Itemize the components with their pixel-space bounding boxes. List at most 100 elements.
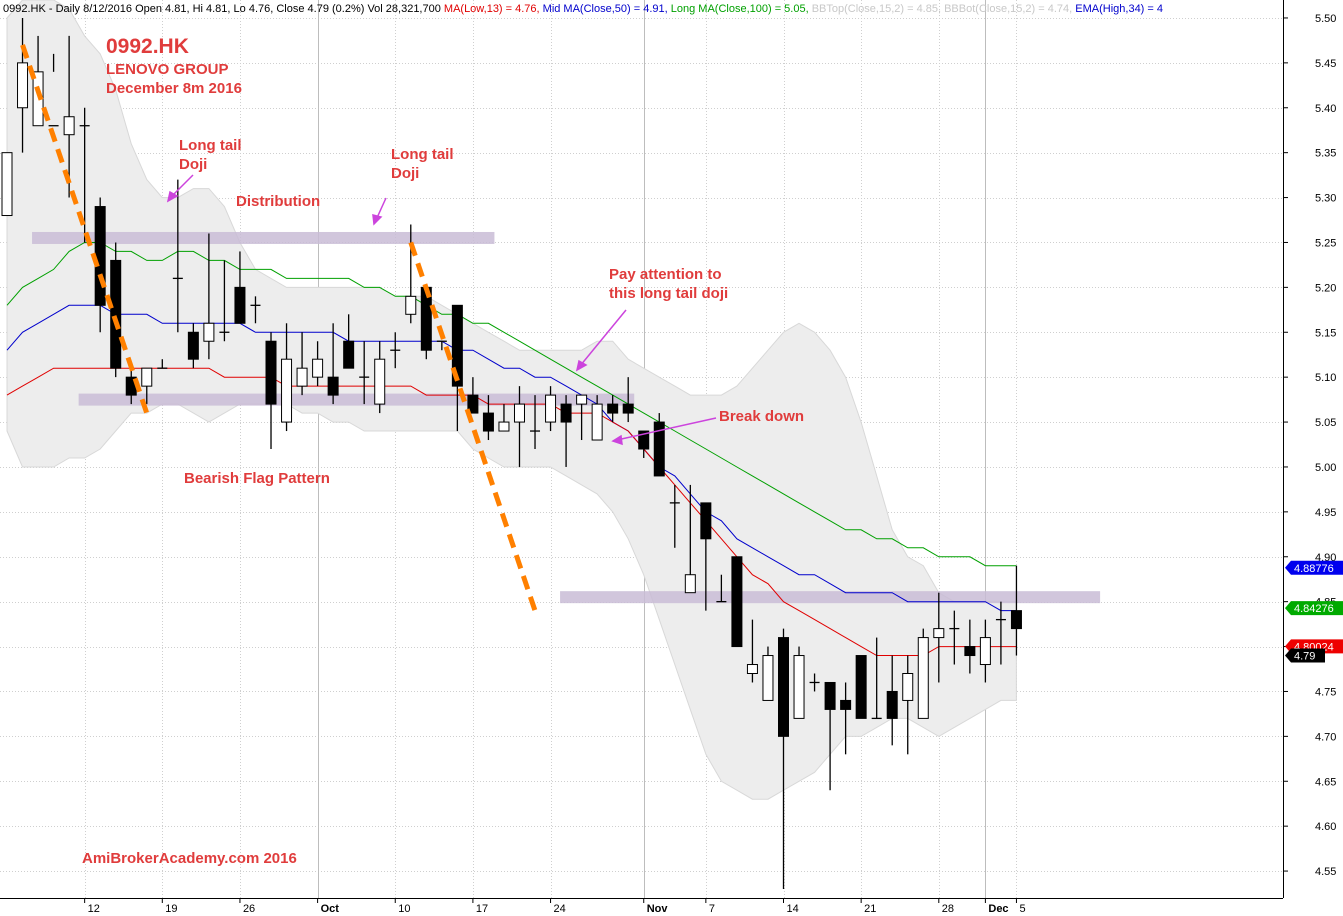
candle-31 bbox=[482, 395, 494, 441]
candle-body-21 bbox=[327, 376, 339, 396]
candle-body-19 bbox=[296, 367, 308, 387]
candle-19 bbox=[296, 332, 308, 396]
bearish-flag-label: Bearish Flag Pattern bbox=[184, 470, 330, 487]
candle-18 bbox=[281, 323, 293, 432]
candle-body-1 bbox=[17, 62, 29, 109]
candle-body-65 bbox=[1010, 610, 1022, 630]
candle-38 bbox=[591, 395, 603, 441]
arrow-doji-1-head bbox=[166, 190, 179, 203]
candle-22 bbox=[343, 314, 355, 369]
candle-body-39 bbox=[607, 403, 619, 414]
candle-44 bbox=[684, 484, 696, 594]
candle-5 bbox=[79, 107, 90, 243]
candle-25 bbox=[390, 332, 401, 369]
candle-body-45 bbox=[700, 502, 712, 540]
candle-16 bbox=[250, 296, 261, 324]
price-tag-box-3 bbox=[1285, 648, 1325, 663]
candle-body-24 bbox=[374, 358, 386, 405]
price-tag-label-3: 4.79 bbox=[1294, 651, 1315, 663]
candle-body-29 bbox=[451, 304, 463, 387]
candle-9 bbox=[141, 367, 153, 405]
y-tick-label-16: 4.70 bbox=[1315, 731, 1336, 743]
candle-body-13 bbox=[203, 322, 215, 342]
candle-body-30 bbox=[467, 394, 479, 414]
candle-49 bbox=[762, 646, 774, 701]
candle-21 bbox=[327, 323, 339, 405]
candle-3 bbox=[48, 53, 59, 127]
y-tick-label-3: 5.35 bbox=[1315, 148, 1336, 160]
x-tick-label-11: 28 bbox=[942, 903, 954, 915]
x-tick-label-12: Dec bbox=[988, 903, 1008, 915]
candle-body-57 bbox=[886, 690, 898, 719]
candle-46 bbox=[716, 574, 727, 603]
company-name: LENOVO GROUP bbox=[106, 61, 229, 78]
candle-36 bbox=[560, 395, 572, 467]
candle-body-37 bbox=[576, 394, 588, 405]
candle-33 bbox=[513, 386, 525, 467]
x-tick-label-0: 12 bbox=[88, 903, 100, 915]
candle-body-35 bbox=[545, 394, 557, 423]
annotation-date: December 8m 2016 bbox=[106, 80, 242, 97]
x-tick-label-5: 17 bbox=[476, 903, 488, 915]
header-segment-6: EMA(High,34) = 4 bbox=[1075, 3, 1163, 15]
long-tail-doji-2-line2: Doji bbox=[391, 165, 419, 182]
candle-54 bbox=[840, 682, 852, 755]
candle-body-59 bbox=[917, 637, 929, 719]
candle-body-48 bbox=[746, 664, 758, 675]
ticker-title: 0992.HK bbox=[106, 35, 189, 58]
header-segment-3: Long MA(Close,100) = 5.05, bbox=[671, 3, 812, 15]
candle-51 bbox=[793, 646, 805, 719]
candle-body-53 bbox=[824, 681, 836, 710]
candle-58 bbox=[902, 655, 914, 755]
y-tick-label-2: 5.40 bbox=[1315, 103, 1336, 115]
candle-41 bbox=[638, 430, 650, 458]
ma-low-13-line bbox=[6, 367, 1017, 656]
candle-60 bbox=[933, 592, 945, 683]
candle-55 bbox=[855, 655, 867, 719]
candle-body-36 bbox=[560, 403, 572, 423]
candle-63 bbox=[979, 619, 991, 683]
support-band-2 bbox=[560, 591, 1101, 604]
pay-attention-line1: Pay attention to bbox=[609, 266, 722, 283]
candle-0 bbox=[1, 152, 13, 217]
arrow-break-down-head bbox=[611, 434, 623, 446]
candle-17 bbox=[265, 332, 277, 449]
candle-1 bbox=[17, 17, 29, 153]
candle-26 bbox=[405, 224, 417, 324]
candle-body-0 bbox=[1, 152, 13, 217]
candle-body-12 bbox=[187, 331, 199, 360]
candle-30 bbox=[467, 377, 479, 414]
candle-29 bbox=[451, 304, 463, 432]
y-tick-label-7: 5.15 bbox=[1315, 327, 1336, 339]
price-tag-0: 4.88776 bbox=[1285, 560, 1343, 575]
arrow-pay-attention-head bbox=[575, 359, 588, 372]
candle-7 bbox=[110, 242, 122, 378]
y-tick-label-9: 5.05 bbox=[1315, 417, 1336, 429]
x-tick-label-9: 14 bbox=[787, 903, 799, 915]
candle-47 bbox=[731, 556, 743, 648]
chart-header: 0992.HK - Daily 8/12/2016 Open 4.81, Hi … bbox=[3, 3, 1163, 15]
break-down-label: Break down bbox=[719, 408, 804, 425]
candle-body-44 bbox=[684, 574, 696, 594]
candle-body-40 bbox=[622, 403, 634, 414]
ma-close-100-line bbox=[6, 242, 1017, 567]
candle-53 bbox=[824, 681, 836, 791]
candle-23 bbox=[359, 341, 370, 405]
candle-20 bbox=[312, 341, 324, 387]
candle-37 bbox=[576, 394, 588, 441]
candle-body-42 bbox=[653, 421, 665, 477]
candle-27 bbox=[420, 286, 432, 360]
arrow-pay-attention bbox=[579, 309, 627, 367]
header-segment-5: BBBot(Close,15,2) = 4.74, bbox=[944, 3, 1075, 15]
candle-body-7 bbox=[110, 259, 122, 369]
price-tag-3: 4.79 bbox=[1285, 648, 1325, 663]
candle-11 bbox=[172, 179, 183, 333]
candle-61 bbox=[949, 610, 960, 665]
header-segment-4: BBTop(Close,15,2) = 4.85, bbox=[812, 3, 944, 15]
header-segment-0: 0992.HK - Daily 8/12/2016 Open 4.81, Hi … bbox=[3, 3, 444, 15]
candle-body-60 bbox=[933, 628, 945, 639]
candle-body-33 bbox=[513, 403, 525, 423]
candle-body-62 bbox=[964, 646, 976, 657]
candle-body-50 bbox=[778, 637, 789, 737]
